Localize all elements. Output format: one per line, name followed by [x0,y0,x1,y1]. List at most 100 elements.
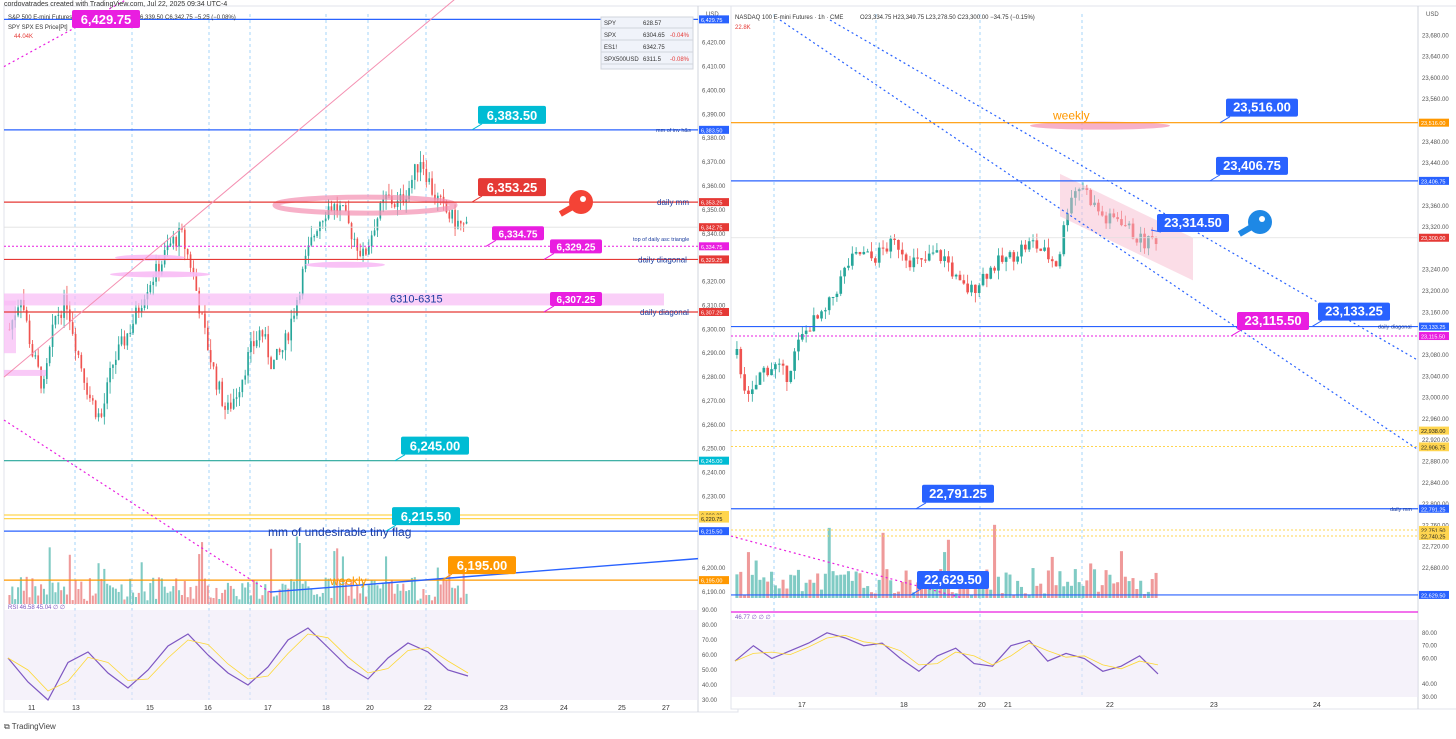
right-candle-body [1035,240,1039,249]
left-candle-body [221,381,224,406]
key-bow [1248,210,1272,234]
right-volume-bar [977,587,981,598]
left-volume-bar [353,598,356,604]
left-candle-body [77,351,80,355]
left-volume-bar [212,598,215,604]
right-volume-bar [858,573,862,598]
left-volume-bar [298,542,301,604]
right-volume-bar [1008,574,1012,598]
left-callout [550,291,602,306]
right-yaxis-label: 23,480.00 [1422,140,1449,146]
left-volume-bar [390,579,393,604]
left-candle-body [117,344,120,360]
left-volume-bar [180,595,183,604]
right-volume-bar [1081,585,1085,598]
left-candle-body [333,204,336,211]
left-candle-body [454,209,456,229]
left-candle-body [390,196,393,205]
left-candle-body [166,245,169,251]
left-volume-bar [413,577,416,604]
right-candle-body [747,390,750,394]
right-volume-bar [850,580,854,598]
left-trendline [269,557,699,593]
left-ohlc: 6,339.50 C6,342.75 −5.25 (−0.08%) [140,15,236,21]
left-volume-bar [120,584,123,604]
right-price-tag-label: 23,133.25 [1421,325,1445,331]
left-volume-bar [425,595,428,604]
left-volume-bar [111,587,114,604]
left-volume-bar [419,598,422,604]
right-volume-bar [900,581,904,598]
left-yaxis-label: 6,290.00 [702,351,726,357]
left-volume-bar [339,583,342,604]
left-frame [3,5,739,713]
left-volume-bar [454,588,457,604]
right-price-tag-label: 22,740.25 [1421,534,1445,540]
left-candle-body [37,355,40,367]
right-callout-pointer [1311,320,1323,328]
right-callout-pointer [1150,229,1162,233]
right-yaxis-label: 23,240.00 [1422,268,1449,274]
left-volume-bar [163,586,166,604]
left-volume-bar [333,551,336,604]
left-callout [478,105,546,124]
left-candle-body [140,307,143,313]
left-volume-bar [83,598,86,604]
left-volume-bar [462,566,465,604]
right-volume-bar [808,579,812,598]
right-volume-bar [1150,579,1154,598]
right-candle-body [781,363,785,366]
right-callout-pointer [1209,174,1221,182]
left-volume-bar [224,589,227,604]
left-yaxis-label: 6,190.00 [702,590,726,596]
right-volume-bar [1108,574,1112,598]
left-volume-bar [137,592,140,604]
left-rsi-axis-label: 70.00 [702,638,718,644]
left-volume-bar [206,585,209,604]
left-candle-body [462,223,465,225]
right-candle-body [997,255,1000,271]
watchlist-symbol: SPX500USD [604,57,639,63]
left-candle-body [316,231,318,237]
right-volume-bar [1050,556,1054,598]
left-volume-bar [364,596,367,604]
left-volume-bar [203,578,206,604]
right-volume-bar [973,581,977,598]
right-price-tag [1419,118,1449,127]
right-volume-bar [1127,581,1131,598]
left-yaxis-label: 6,380.00 [702,136,726,142]
left-candle-body [123,336,126,346]
left-candle-body [416,164,419,173]
left-candle-body [241,379,244,393]
left-candle-body [436,195,439,200]
left-xaxis-label: 18 [322,705,330,712]
right-annotation-daily-mm: daily mm [1390,507,1412,513]
right-candle-body [754,384,758,390]
right-yaxis-label: 23,640.00 [1422,55,1449,61]
right-volume-bar [885,569,889,598]
left-xaxis-label: 23 [500,705,508,712]
right-rsi-ma [734,634,1159,670]
left-annotation-top-daily: top of daily asc triangle [633,237,689,243]
right-volume-bar [1069,585,1073,598]
right-volume-bar [881,532,885,598]
left-xaxis-label: 17 [264,705,272,712]
left-volume-bar [40,584,43,604]
left-callout-pointer [471,123,483,131]
left-callout [392,507,460,526]
left-volume-bar [57,582,60,604]
right-symbol: NASDAQ 100 E-mini Futures · 1h · CME [735,15,843,21]
left-candle-body [80,354,83,369]
left-volume-bar [97,563,100,604]
right-volume-bar [1112,583,1116,598]
left-candle-body [224,405,226,410]
left-candle-body [347,210,350,224]
left-candle-body [103,403,106,417]
right-candle-body [1027,241,1031,250]
right-xaxis-label: 20 [978,702,986,709]
right-volume-bar [793,575,797,598]
right-price-tag [1419,590,1449,599]
right-panel: 23,680.00 23,640.00 23,600.00 23,560.00 23,4… [730,5,1456,710]
left-candle-body [250,341,252,353]
right-candle-body [889,238,893,252]
